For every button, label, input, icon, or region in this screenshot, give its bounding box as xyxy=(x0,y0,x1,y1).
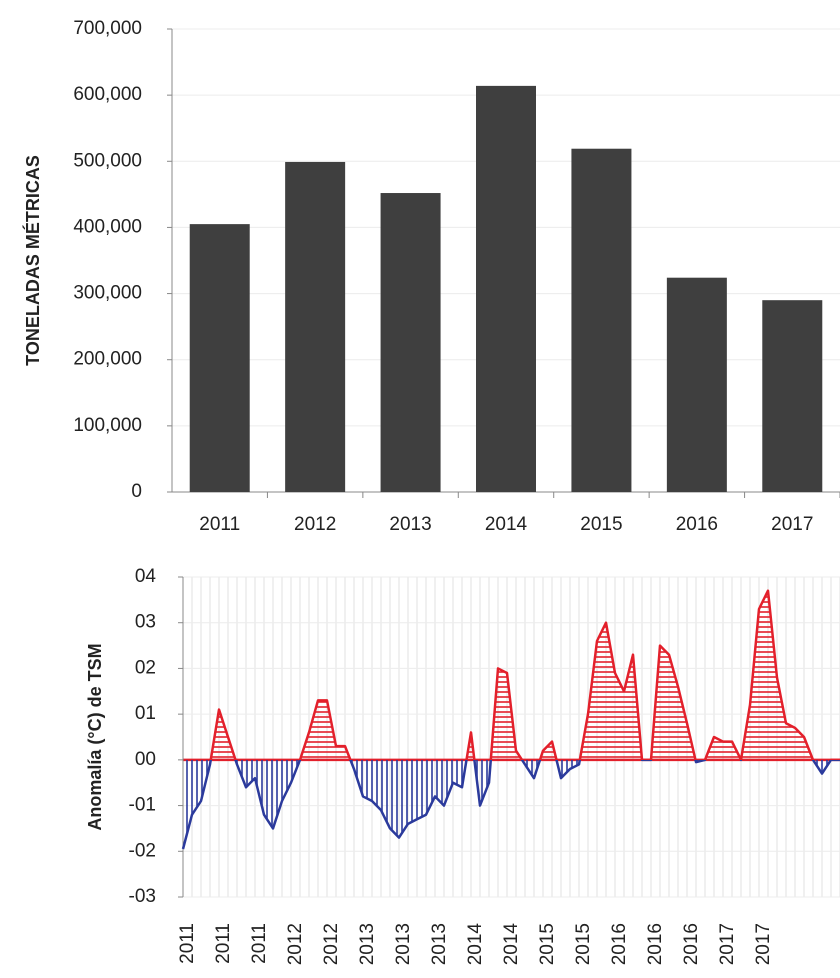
y-tick-label: 400,000 xyxy=(73,216,142,237)
y-tick-label: 01 xyxy=(135,703,156,724)
bar xyxy=(189,224,250,492)
y-tick-label: 300,000 xyxy=(73,283,142,304)
x-tick-label: 2015 xyxy=(580,514,622,535)
x-tick-label: 2016 xyxy=(676,514,718,535)
x-tick-label: 2011 xyxy=(249,923,270,964)
y-tick-label: 600,000 xyxy=(73,84,142,105)
x-tick-label: 2017 xyxy=(717,923,738,965)
x-tick-label: 2016 xyxy=(681,923,702,965)
bar xyxy=(285,161,346,492)
x-tick-label: 2015 xyxy=(573,923,594,965)
x-tick-label: 2014 xyxy=(501,923,522,966)
x-tick-label: 2011 xyxy=(177,923,198,964)
x-tick-label: 2011 xyxy=(213,923,234,964)
x-tick-label: 2012 xyxy=(294,514,336,535)
y-axis-title: TONELADAS MÉTRICAS xyxy=(22,155,43,366)
y-tick-label: 00 xyxy=(135,749,156,770)
bar xyxy=(762,300,823,492)
x-tick-label: 2017 xyxy=(771,514,813,535)
y-tick-label: 0 xyxy=(131,481,142,502)
y-axis-title: Anomalía (°C) de TSM xyxy=(85,643,105,830)
y-tick-label: 03 xyxy=(135,612,156,633)
anomaly-line xyxy=(181,589,840,850)
x-tick-label: 2012 xyxy=(321,923,342,965)
y-tick-label: -03 xyxy=(129,886,156,907)
y-tick-label: 200,000 xyxy=(73,349,142,370)
x-tick-label: 2013 xyxy=(357,923,378,965)
x-tick-label: 2013 xyxy=(389,514,431,535)
bar xyxy=(380,193,441,492)
bar xyxy=(666,277,727,492)
y-tick-label: 04 xyxy=(135,566,157,587)
x-tick-label: 2011 xyxy=(199,514,240,535)
x-tick-label: 2013 xyxy=(429,923,450,965)
y-tick-label: 700,000 xyxy=(73,18,142,39)
area-negative xyxy=(183,759,840,849)
y-tick-label: 02 xyxy=(135,657,156,678)
y-tick-label: -01 xyxy=(129,795,156,816)
x-tick-label: 2015 xyxy=(537,923,558,965)
y-tick-label: 500,000 xyxy=(73,150,142,171)
bar xyxy=(571,148,632,492)
x-tick-label: 2014 xyxy=(485,514,528,535)
x-tick-label: 2016 xyxy=(609,923,630,965)
x-tick-label: 2013 xyxy=(393,923,414,965)
x-tick-label: 2017 xyxy=(753,923,774,965)
x-tick-label: 2016 xyxy=(645,923,666,965)
x-tick-label: 2014 xyxy=(465,923,486,966)
x-tick-label: 2012 xyxy=(285,923,306,965)
y-tick-label: -02 xyxy=(129,840,156,861)
y-tick-label: 100,000 xyxy=(73,415,142,436)
bar xyxy=(476,85,536,492)
area-positive xyxy=(183,590,840,760)
